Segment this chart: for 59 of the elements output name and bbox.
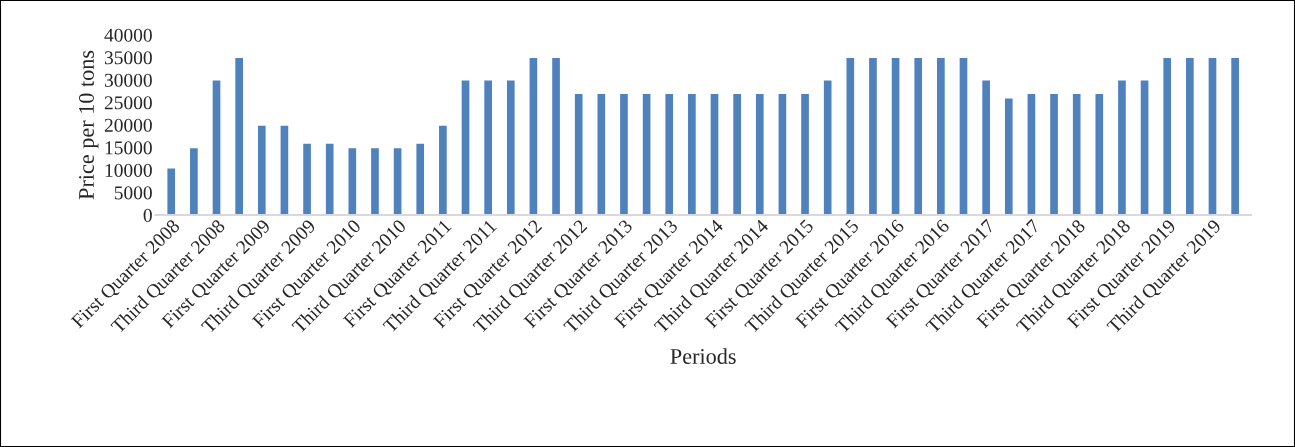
bar — [1229, 56, 1241, 216]
bar — [958, 56, 969, 216]
bar — [913, 56, 924, 216]
bar — [845, 56, 856, 216]
bar — [1139, 79, 1150, 216]
bar — [437, 124, 449, 216]
bar — [505, 79, 517, 216]
bar — [392, 146, 403, 216]
bar — [301, 142, 313, 216]
bar — [1207, 56, 1218, 216]
bar — [528, 56, 539, 216]
bar — [799, 92, 811, 216]
y-tick-label: 25000 — [104, 96, 152, 110]
bar — [1094, 92, 1105, 216]
bar — [188, 146, 200, 216]
bar — [822, 79, 833, 216]
y-axis-title: Price per 10 tons — [78, 50, 99, 200]
bar — [777, 92, 788, 216]
bar — [1026, 92, 1037, 216]
bar — [460, 79, 471, 216]
bar — [890, 56, 901, 216]
bar — [709, 92, 720, 216]
bar — [664, 92, 675, 216]
bar — [1003, 97, 1014, 216]
bar — [166, 167, 177, 216]
bar — [256, 124, 268, 216]
y-tick-label: 10000 — [105, 163, 152, 177]
bar — [980, 79, 992, 216]
y-tick-label: 20000 — [104, 118, 152, 132]
bar — [641, 92, 652, 216]
bar — [347, 146, 358, 216]
bar — [211, 79, 222, 216]
bar — [935, 56, 947, 216]
y-tick-label: 0 — [143, 208, 152, 222]
y-tick-label: 40000 — [104, 28, 152, 42]
bar — [279, 124, 290, 216]
bar — [550, 56, 562, 216]
bar — [1116, 79, 1128, 216]
bar — [573, 92, 584, 216]
y-tick-label: 30000 — [104, 73, 152, 87]
y-tick-label: 15000 — [105, 141, 152, 155]
bar — [1048, 92, 1060, 216]
bar — [1071, 92, 1082, 216]
bar — [233, 56, 245, 216]
bar — [596, 92, 607, 216]
bar — [731, 92, 743, 216]
bar — [1161, 56, 1173, 216]
bar — [867, 56, 879, 216]
bar — [369, 146, 381, 216]
x-axis-title: Periods — [670, 348, 736, 364]
bar — [482, 79, 494, 216]
bar — [415, 142, 426, 216]
bar — [754, 92, 765, 216]
y-tick-label: 5000 — [114, 186, 152, 200]
bar — [1184, 56, 1196, 216]
bar — [618, 92, 630, 216]
bar — [324, 142, 335, 216]
y-tick-label: 35000 — [104, 51, 152, 65]
bar — [686, 92, 698, 216]
